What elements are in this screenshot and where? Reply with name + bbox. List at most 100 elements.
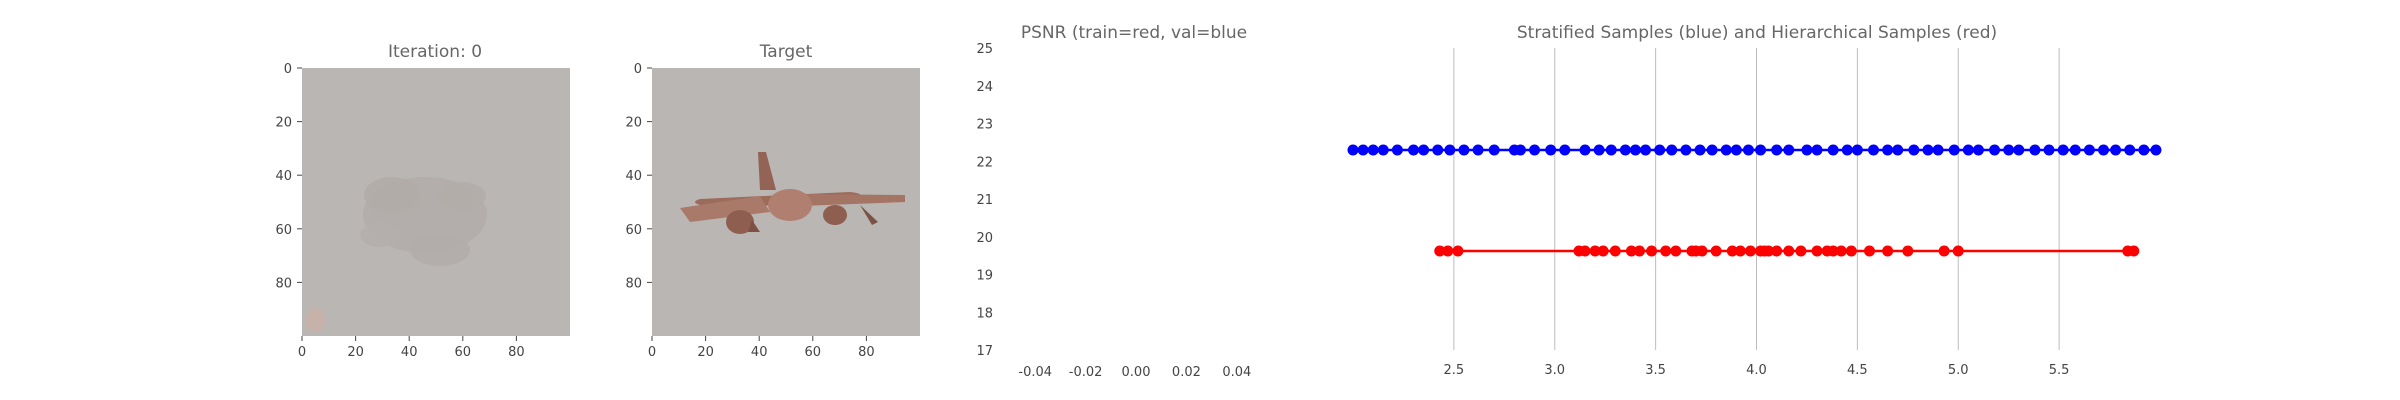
- target-x-ticks: 0 20 40 60 80: [648, 336, 875, 360]
- samples-point: [1442, 245, 1454, 257]
- samples-point: [1418, 144, 1430, 156]
- samples-point: [1902, 245, 1914, 257]
- samples-point: [1882, 144, 1894, 156]
- samples-point: [1989, 144, 2001, 156]
- samples-point: [2003, 144, 2015, 156]
- samples-point: [2128, 245, 2140, 257]
- samples-point: [1952, 245, 1964, 257]
- psnr-x-tick-label: -0.02: [1069, 365, 1103, 380]
- samples-point: [1488, 144, 1500, 156]
- iteration-x-tick-label: 0: [298, 345, 306, 360]
- samples-point: [1948, 144, 1960, 156]
- target-y-tick-label: 20: [625, 116, 642, 131]
- samples-point: [2150, 144, 2162, 156]
- samples-title: Stratified Samples (blue) and Hierarchic…: [1517, 23, 1997, 43]
- samples-point: [1629, 144, 1641, 156]
- samples-point: [1962, 144, 1974, 156]
- samples-point: [1579, 245, 1591, 257]
- samples-point: [1680, 144, 1692, 156]
- iteration-x-tick-label: 20: [347, 345, 364, 360]
- samples-point: [1742, 144, 1754, 156]
- target-y-tick-label: 0: [634, 62, 642, 77]
- psnr-y-tick-label: 18: [976, 306, 993, 321]
- samples-point: [1783, 144, 1795, 156]
- samples-point: [1744, 245, 1756, 257]
- samples-point: [1694, 144, 1706, 156]
- psnr-x-tick-label: 0.02: [1172, 365, 1201, 380]
- psnr-y-tick-label: 20: [976, 231, 993, 246]
- samples-point: [1851, 144, 1863, 156]
- samples-point: [1472, 144, 1484, 156]
- samples-point: [1619, 144, 1631, 156]
- iteration-x-tick-label: 80: [508, 345, 525, 360]
- samples-point: [1367, 144, 1379, 156]
- psnr-y-ticks: 17 18 19 20 21 22 23 24 25: [976, 42, 993, 359]
- samples-point: [2138, 144, 2150, 156]
- target-x-tick-label: 60: [805, 345, 822, 360]
- psnr-y-tick-label: 22: [976, 155, 993, 170]
- samples-point: [1625, 245, 1637, 257]
- iteration-y-tick-label: 60: [275, 223, 292, 238]
- psnr-y-tick-label: 24: [976, 80, 993, 95]
- iteration-y-ticks: 0 20 40 60 80: [275, 62, 302, 291]
- samples-point: [1696, 245, 1708, 257]
- psnr-x-tick-label: 0.00: [1122, 365, 1151, 380]
- samples-point: [2043, 144, 2055, 156]
- psnr-x-ticks: -0.04 -0.02 0.00 0.02 0.04: [1018, 365, 1251, 380]
- target-x-tick-label: 40: [751, 345, 768, 360]
- samples-point: [1938, 245, 1950, 257]
- psnr-y-tick-label: 19: [976, 269, 993, 284]
- samples-point: [1434, 245, 1446, 257]
- samples-point: [1763, 245, 1775, 257]
- samples-point: [1827, 245, 1839, 257]
- samples-point: [1579, 144, 1591, 156]
- samples-point: [1529, 144, 1541, 156]
- samples-point: [1458, 144, 1470, 156]
- samples-point: [2110, 144, 2122, 156]
- samples-point: [1783, 245, 1795, 257]
- samples-point: [2083, 144, 2095, 156]
- target-y-tick-label: 80: [625, 276, 642, 291]
- samples-gridlines: [1453, 48, 2060, 350]
- samples-point: [1597, 245, 1609, 257]
- samples-point: [1771, 245, 1783, 257]
- samples-point: [1882, 245, 1894, 257]
- psnr-y-tick-label: 23: [976, 118, 993, 133]
- samples-point: [1841, 144, 1853, 156]
- iteration-title: Iteration: 0: [388, 42, 482, 62]
- iteration-x-ticks: 0 20 40 60 80: [298, 336, 525, 360]
- samples-point: [1589, 245, 1601, 257]
- samples-x-ticks: 2.5 3.0 3.5 4.0 4.5 5.0 5.5: [1444, 363, 2070, 378]
- samples-point: [1771, 144, 1783, 156]
- samples-point: [1726, 245, 1738, 257]
- samples-point: [1452, 245, 1464, 257]
- samples-point: [2098, 144, 2110, 156]
- samples-x-tick-label: 3.5: [1645, 363, 1666, 378]
- samples-point: [1827, 144, 1839, 156]
- samples-point: [1932, 144, 1944, 156]
- target-panel: Target 0 20 40 60 80 0 20 40 60 80: [625, 42, 920, 360]
- samples-point: [1795, 245, 1807, 257]
- samples-x-tick-label: 5.0: [1948, 363, 1969, 378]
- samples-point: [2029, 144, 2041, 156]
- samples-point: [1605, 144, 1617, 156]
- samples-point: [1922, 144, 1934, 156]
- samples-point: [1811, 144, 1823, 156]
- samples-point: [1633, 245, 1645, 257]
- samples-point: [1593, 144, 1605, 156]
- iteration-y-tick-label: 0: [284, 62, 292, 77]
- psnr-x-tick-label: -0.04: [1018, 365, 1052, 380]
- samples-point: [1444, 144, 1456, 156]
- target-x-tick-label: 0: [648, 345, 656, 360]
- samples-point: [1908, 144, 1920, 156]
- samples-point: [1640, 144, 1652, 156]
- psnr-y-tick-label: 17: [976, 344, 993, 359]
- samples-point: [1755, 144, 1767, 156]
- samples-chart: Stratified Samples (blue) and Hierarchic…: [1347, 23, 2162, 378]
- target-y-ticks: 0 20 40 60 80: [625, 62, 652, 291]
- samples-x-tick-label: 4.0: [1746, 363, 1767, 378]
- samples-point: [2013, 144, 2025, 156]
- target-y-tick-label: 60: [625, 223, 642, 238]
- samples-point: [1863, 245, 1875, 257]
